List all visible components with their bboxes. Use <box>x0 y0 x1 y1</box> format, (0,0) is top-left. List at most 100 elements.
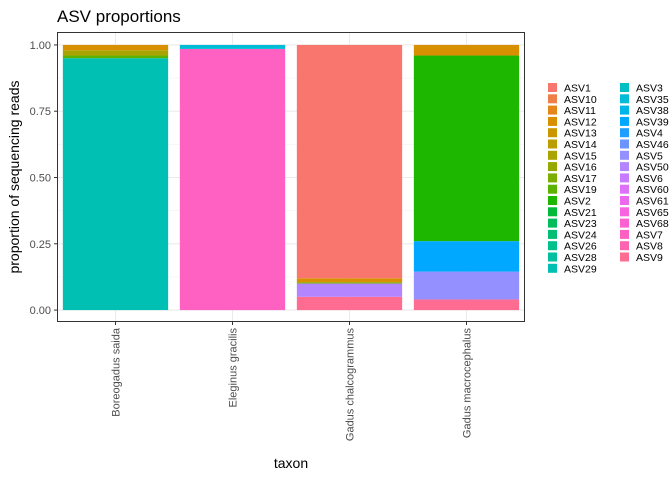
legend-item-asv23: ASV23 <box>548 218 597 230</box>
legend-item-asv6: ASV6 <box>620 173 663 185</box>
legend-label: ASV68 <box>636 218 669 230</box>
bar-segment-asv17 <box>296 282 403 284</box>
legend-key <box>548 207 557 217</box>
y-tick-label: 1.00 <box>30 40 51 52</box>
legend-key <box>548 139 557 149</box>
legend-key <box>548 94 557 104</box>
legend-label: ASV28 <box>564 252 597 264</box>
legend-key <box>620 196 629 205</box>
x-axis-title: taxon <box>274 455 308 471</box>
bar-segment-asv39 <box>413 241 520 272</box>
legend-label: ASV46 <box>636 139 669 151</box>
legend-key <box>620 207 629 217</box>
legend-item-asv21: ASV21 <box>548 207 597 219</box>
legend-item-asv17: ASV17 <box>548 173 597 185</box>
legend-key <box>548 218 557 228</box>
x-tick-label: Boreogadus saida <box>111 327 123 417</box>
legend-key <box>548 252 557 262</box>
legend-item-asv9: ASV9 <box>620 252 663 264</box>
legend-item-asv50: ASV50 <box>620 162 669 174</box>
legend-label: ASV4 <box>636 128 663 140</box>
legend-key <box>620 218 629 228</box>
legend-item-asv19: ASV19 <box>548 184 597 196</box>
legend-item-asv2: ASV2 <box>548 196 591 208</box>
legend: ASV1ASV10ASV11ASV12ASV13ASV14ASV15ASV16A… <box>548 83 669 275</box>
legend-item-asv8: ASV8 <box>620 241 663 253</box>
legend-label: ASV15 <box>564 150 597 162</box>
legend-label: ASV29 <box>564 263 597 275</box>
legend-item-asv3: ASV3 <box>620 83 663 95</box>
bar-segment-asv9 <box>413 299 520 311</box>
legend-item-asv12: ASV12 <box>548 116 597 128</box>
legend-label: ASV1 <box>564 83 591 95</box>
legend-item-asv65: ASV65 <box>620 207 669 219</box>
legend-key <box>620 94 629 104</box>
legend-key <box>620 116 629 126</box>
legend-label: ASV38 <box>636 105 669 117</box>
legend-label: ASV8 <box>636 241 663 253</box>
legend-item-asv10: ASV10 <box>548 94 597 106</box>
legend-item-asv24: ASV24 <box>548 229 597 241</box>
legend-item-asv7: ASV7 <box>620 229 663 241</box>
x-axis: Boreogadus saida Eleginus gracilis Gadus c… <box>111 322 474 441</box>
legend-item-asv13: ASV13 <box>548 128 597 140</box>
legend-key <box>548 229 557 239</box>
legend-label: ASV12 <box>564 116 597 128</box>
legend-item-asv4: ASV4 <box>620 128 663 140</box>
legend-key <box>620 139 629 149</box>
legend-label: ASV23 <box>564 218 597 230</box>
legend-key <box>620 83 629 92</box>
x-tick-label: Gadus chalcogrammus <box>345 328 357 442</box>
bar-segment-asv12 <box>413 44 520 56</box>
legend-label: ASV11 <box>564 105 596 117</box>
legend-label: ASV6 <box>636 173 663 185</box>
legend-label: ASV9 <box>636 252 663 264</box>
bar-segment-asv9 <box>296 296 403 311</box>
y-axis-title: proportion of sequencing reads <box>6 80 22 273</box>
legend-label: ASV3 <box>636 83 663 95</box>
legend-key <box>548 116 557 126</box>
bar-segment-asv19 <box>62 55 169 59</box>
legend-key <box>620 162 629 172</box>
bar-segment-asv2 <box>413 55 520 242</box>
legend-key <box>548 196 557 205</box>
bar-segment-asv12 <box>296 278 403 283</box>
legend-label: ASV19 <box>564 184 597 196</box>
legend-key <box>620 229 629 239</box>
bar-segment-asv35 <box>179 44 286 49</box>
bar-segment-asv29 <box>62 58 169 311</box>
legend-item-asv46: ASV46 <box>620 139 669 151</box>
legend-label: ASV50 <box>636 162 669 174</box>
x-tick-label: Eleginus gracilis <box>228 328 240 408</box>
legend-key <box>548 162 557 172</box>
legend-label: ASV14 <box>564 139 597 151</box>
legend-label: ASV21 <box>564 207 597 219</box>
bars <box>62 44 520 311</box>
legend-label: ASV60 <box>636 184 669 196</box>
legend-label: ASV16 <box>564 162 597 174</box>
y-tick-label: 0.25 <box>30 239 51 251</box>
legend-item-asv16: ASV16 <box>548 162 597 174</box>
legend-item-asv38: ASV38 <box>620 105 669 117</box>
y-axis: 0.00 0.25 0.50 0.75 1.00 <box>30 40 57 317</box>
chart-title: ASV proportions <box>57 7 181 26</box>
legend-label: ASV2 <box>564 196 591 208</box>
legend-item-asv5: ASV5 <box>620 150 663 162</box>
legend-key <box>548 83 557 92</box>
legend-label: ASV17 <box>564 173 597 185</box>
legend-key <box>548 184 557 194</box>
legend-key <box>548 263 557 273</box>
legend-label: ASV5 <box>636 150 663 162</box>
legend-key <box>620 128 629 138</box>
legend-key <box>620 184 629 194</box>
legend-key <box>620 150 629 160</box>
legend-item-asv60: ASV60 <box>620 184 669 196</box>
legend-item-asv28: ASV28 <box>548 252 597 264</box>
plot-panel-border <box>57 32 525 322</box>
legend-item-asv29: ASV29 <box>548 263 597 275</box>
bar-segment-asv5 <box>413 271 520 300</box>
legend-label: ASV13 <box>564 128 597 140</box>
bar-segment-asv7 <box>179 48 286 311</box>
legend-item-asv15: ASV15 <box>548 150 597 162</box>
